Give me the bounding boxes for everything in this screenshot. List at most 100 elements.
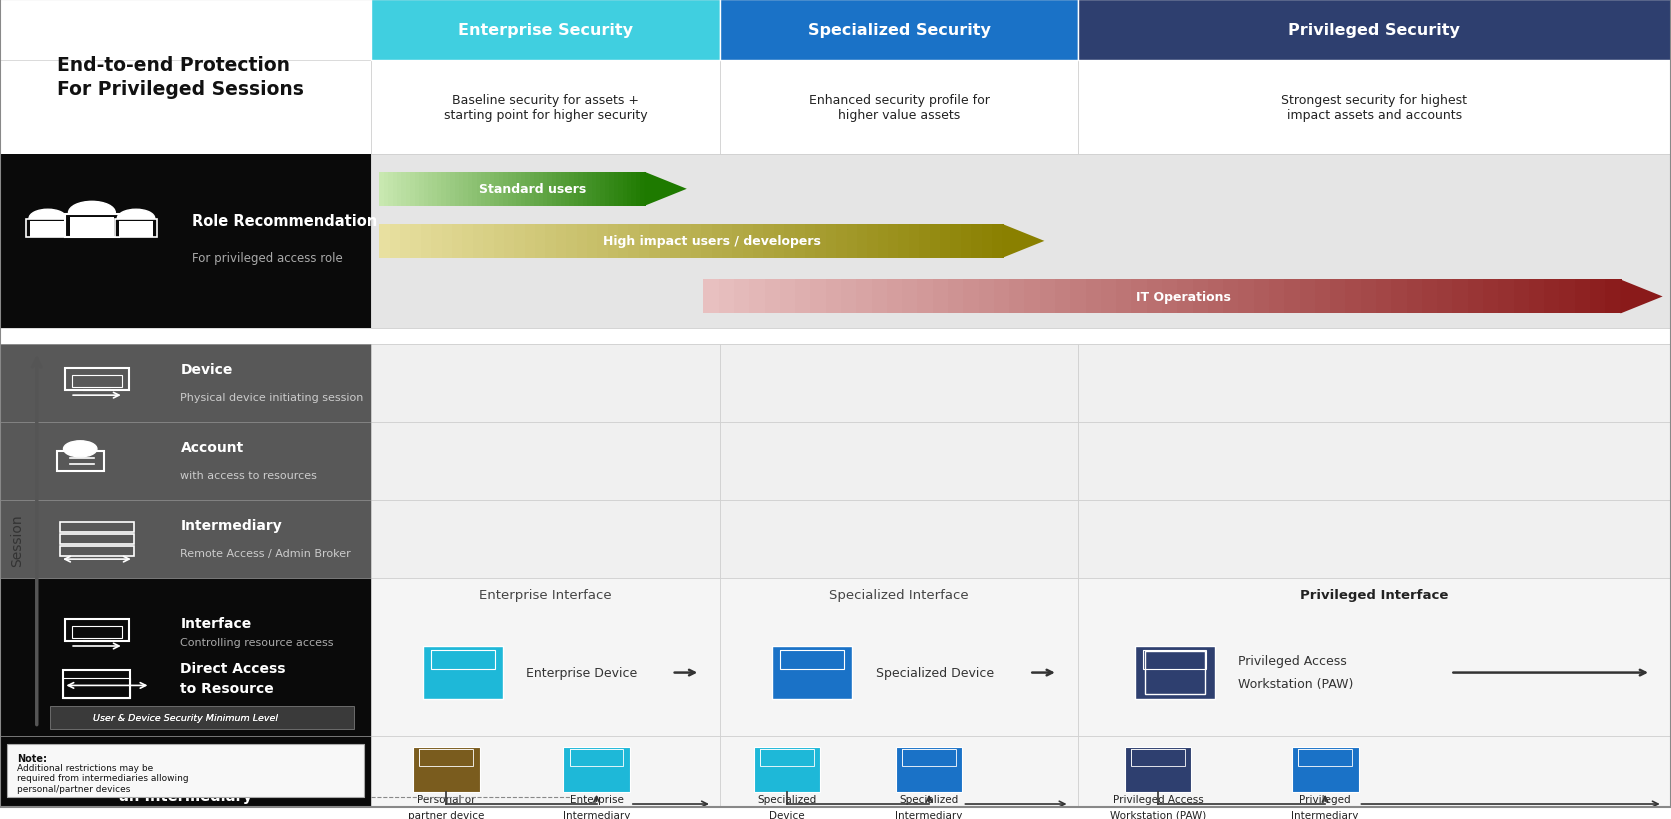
Bar <box>613 173 620 206</box>
Text: Specialized: Specialized <box>757 794 817 803</box>
Bar <box>1131 280 1148 314</box>
Bar <box>371 155 1671 328</box>
Bar <box>548 173 553 206</box>
Bar <box>712 224 724 259</box>
Bar <box>1315 280 1332 314</box>
Bar <box>1101 280 1118 314</box>
Bar <box>0 155 371 328</box>
Bar <box>1086 280 1103 314</box>
Bar <box>623 173 628 206</box>
Bar <box>1208 280 1225 314</box>
Bar <box>389 224 401 259</box>
Bar <box>608 224 620 259</box>
Bar <box>566 224 578 259</box>
Bar <box>1330 280 1347 314</box>
Bar <box>411 224 423 259</box>
Bar <box>1375 280 1394 314</box>
Bar <box>867 224 879 259</box>
Text: Device: Device <box>769 810 805 819</box>
Bar <box>896 748 962 792</box>
Bar <box>483 224 495 259</box>
Bar <box>561 173 566 206</box>
Bar <box>722 224 734 259</box>
Bar <box>1285 280 1302 314</box>
Bar <box>597 224 610 259</box>
Bar <box>543 173 550 206</box>
Bar <box>451 224 465 259</box>
Bar <box>902 749 956 767</box>
Bar <box>384 173 389 206</box>
Bar <box>563 748 630 792</box>
Bar <box>65 369 129 391</box>
Bar <box>1078 735 1671 807</box>
Text: Privileged Access: Privileged Access <box>1113 794 1203 803</box>
Bar <box>1238 280 1255 314</box>
Bar <box>836 224 849 259</box>
Bar <box>583 173 588 206</box>
Bar <box>640 173 647 206</box>
Bar <box>1559 280 1576 314</box>
Bar <box>72 626 122 638</box>
Bar <box>680 224 692 259</box>
Bar <box>1145 651 1205 695</box>
Text: Intermediary: Intermediary <box>896 810 962 819</box>
Bar <box>947 280 964 314</box>
Bar <box>872 280 889 314</box>
Bar <box>463 173 470 206</box>
Bar <box>428 173 434 206</box>
Bar <box>979 280 996 314</box>
Bar <box>941 224 952 259</box>
Bar <box>841 280 857 314</box>
Bar <box>760 749 814 767</box>
Text: Specialized Device: Specialized Device <box>876 667 994 679</box>
Bar <box>525 224 536 259</box>
Bar <box>515 224 526 259</box>
Bar <box>371 578 720 735</box>
Bar <box>618 173 625 206</box>
Bar <box>919 224 931 259</box>
Bar <box>446 173 451 206</box>
Text: Enterprise: Enterprise <box>570 794 623 803</box>
Text: Session: Session <box>10 514 23 566</box>
Bar <box>1135 646 1215 699</box>
Circle shape <box>117 210 155 228</box>
Bar <box>765 280 782 314</box>
Bar <box>0 61 371 155</box>
Bar <box>468 173 475 206</box>
Bar <box>899 224 911 259</box>
Bar <box>720 61 1078 155</box>
Bar <box>505 224 516 259</box>
Bar <box>551 173 558 206</box>
Text: Intermediary: Intermediary <box>563 810 630 819</box>
Bar <box>1223 280 1240 314</box>
Bar <box>1125 748 1191 792</box>
Bar <box>1292 748 1359 792</box>
Bar <box>650 224 662 259</box>
Bar <box>742 224 755 259</box>
Text: to Resource: to Resource <box>180 681 274 695</box>
Bar <box>1054 280 1073 314</box>
Text: Workstation (PAW): Workstation (PAW) <box>1238 676 1354 690</box>
Text: Device: Device <box>180 363 232 377</box>
Bar <box>1161 280 1180 314</box>
Bar <box>115 219 157 238</box>
Text: Privileged: Privileged <box>1300 794 1350 803</box>
Bar <box>902 280 919 314</box>
Bar <box>431 650 495 669</box>
Bar <box>1268 280 1287 314</box>
Text: Workstation (PAW): Workstation (PAW) <box>1110 810 1206 819</box>
Bar <box>1360 280 1377 314</box>
Text: Physical device initiating session: Physical device initiating session <box>180 392 364 403</box>
Bar <box>371 61 720 155</box>
Bar <box>825 280 842 314</box>
Text: Enhanced security profile for
higher value assets: Enhanced security profile for higher val… <box>809 94 989 122</box>
Bar <box>556 173 563 206</box>
Bar <box>1193 280 1210 314</box>
Bar <box>772 646 852 699</box>
Text: User & Device Security Minimum Level: User & Device Security Minimum Level <box>94 713 277 722</box>
Circle shape <box>69 202 115 224</box>
Bar <box>887 224 901 259</box>
Bar <box>486 173 491 206</box>
Text: Accessing via: Accessing via <box>130 760 241 775</box>
Bar <box>1253 280 1270 314</box>
